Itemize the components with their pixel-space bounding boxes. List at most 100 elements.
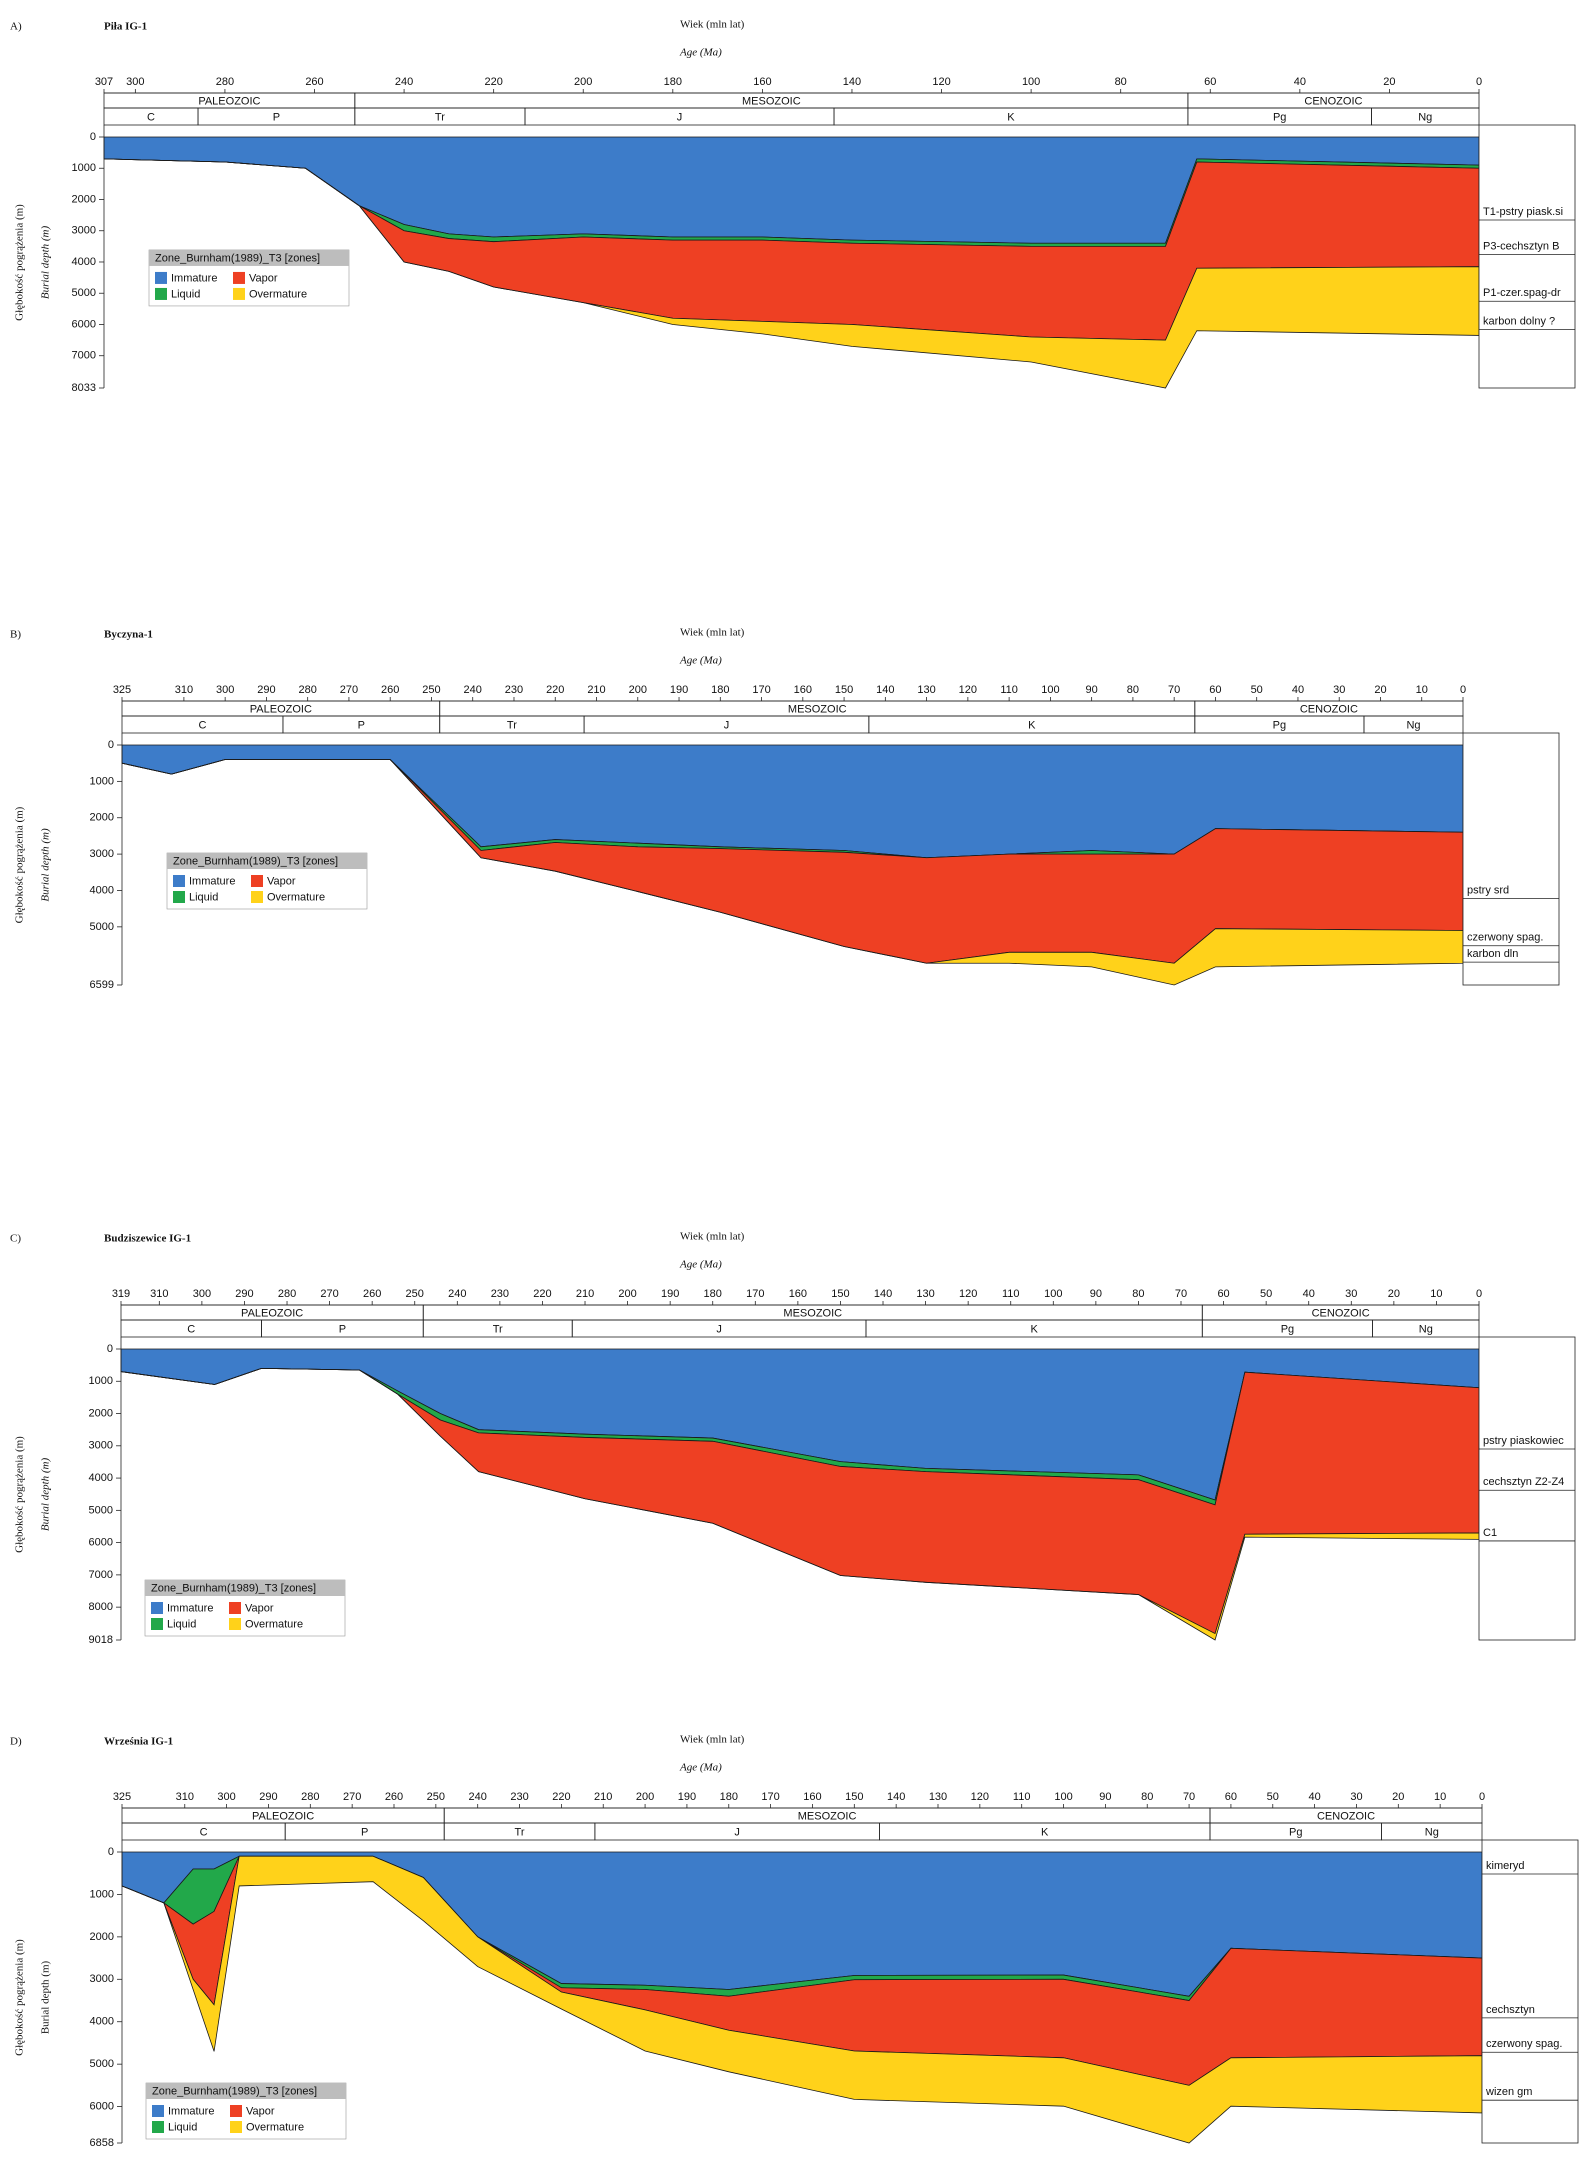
- x-tick-label: 190: [661, 1288, 679, 1300]
- x-axis-label-en: Age (Ma): [679, 1762, 722, 1774]
- legend-swatch: [233, 271, 245, 284]
- period-label: K: [1041, 1826, 1049, 1838]
- legend-swatch: [173, 891, 185, 903]
- formation-label: P3-cechsztyn B: [1483, 240, 1559, 252]
- formation-label: czerwony spag.: [1467, 932, 1543, 944]
- legend-swatch: [229, 1602, 241, 1614]
- burial-panel: D) Września IG-1 Wiek (mln lat) Age (Ma) Głę…: [10, 1734, 1579, 2149]
- chart-title: Byczyna-1: [104, 629, 153, 641]
- period-label: Tr: [493, 1323, 503, 1335]
- y-tick-label: 9018: [89, 1634, 113, 1646]
- legend-swatch: [229, 1618, 241, 1630]
- x-tick-label: 20: [1383, 76, 1395, 88]
- panel-label: D): [10, 1736, 22, 1748]
- era-label: PALEOZOIC: [241, 1307, 303, 1319]
- y-tick-label: 4000: [89, 1472, 113, 1484]
- period-label: P: [339, 1323, 346, 1335]
- x-tick-label: 130: [916, 1288, 934, 1300]
- y-tick-label: 2000: [90, 1931, 114, 1943]
- legend-label: Liquid: [171, 288, 200, 300]
- x-tick-label: 90: [1090, 1288, 1102, 1300]
- panel-label: B): [10, 629, 21, 641]
- y-tick-label: 0: [90, 131, 96, 143]
- x-tick-label: 170: [761, 1791, 779, 1803]
- period-label: P: [361, 1826, 368, 1838]
- x-tick-label: 280: [216, 76, 234, 88]
- legend-label: Liquid: [167, 1618, 196, 1630]
- x-tick-label: 270: [343, 1791, 361, 1803]
- period-label: Ng: [1418, 111, 1432, 123]
- x-tick-label: 80: [1115, 76, 1127, 88]
- period-label: J: [724, 719, 730, 731]
- legend-title-bar: [145, 1580, 345, 1596]
- formation-column: [1478, 1336, 1576, 1641]
- y-tick-label: 8033: [72, 382, 96, 394]
- era-label: PALEOZOIC: [250, 703, 312, 715]
- x-tick-label: 307: [95, 76, 113, 88]
- x-tick-label: 240: [395, 76, 413, 88]
- y-tick-label: 0: [108, 1846, 114, 1858]
- x-tick-label: 180: [711, 684, 729, 696]
- x-tick-label: 260: [305, 76, 323, 88]
- period-label: C: [200, 1826, 208, 1838]
- x-tick-label: 150: [831, 1288, 849, 1300]
- period-box: [1363, 715, 1464, 734]
- era-label: PALEOZOIC: [252, 1810, 314, 1822]
- period-label: J: [716, 1323, 722, 1335]
- x-tick-label: 270: [340, 684, 358, 696]
- era-label: CENOZOIC: [1317, 1810, 1375, 1822]
- panel-label: C): [10, 1233, 21, 1245]
- formation-column: [1462, 732, 1560, 986]
- y-tick-label: 4000: [72, 256, 96, 268]
- x-tick-label: 240: [469, 1791, 487, 1803]
- y-tick-label: 5000: [72, 287, 96, 299]
- x-tick-label: 300: [217, 1791, 235, 1803]
- legend-swatch: [173, 875, 185, 887]
- x-tick-label: 160: [789, 1288, 807, 1300]
- y-axis-label: Głębokość pogrążenia (m): [14, 1939, 26, 2056]
- x-tick-label: 200: [618, 1288, 636, 1300]
- legend-title: Zone_Burnham(1989)_T3 [zones]: [151, 1582, 316, 1594]
- x-tick-label: 240: [448, 1288, 466, 1300]
- formation-label: karbon dln: [1467, 948, 1518, 960]
- formation-label: P1-czer.spag-dr: [1483, 287, 1561, 299]
- x-tick-label: 0: [1479, 1791, 1485, 1803]
- x-tick-label: 200: [574, 76, 592, 88]
- x-tick-label: 60: [1204, 76, 1216, 88]
- x-tick-label: 110: [1002, 1288, 1020, 1300]
- period-label: C: [187, 1323, 195, 1335]
- x-tick-label: 140: [874, 1288, 892, 1300]
- y-tick-label: 3000: [72, 225, 96, 237]
- period-box: [1381, 1822, 1483, 1841]
- y-axis-label: Głębokość pogrążenia (m): [14, 1436, 26, 1553]
- x-tick-label: 230: [505, 684, 523, 696]
- legend-label: Immature: [171, 272, 217, 284]
- x-tick-label: 0: [1476, 76, 1482, 88]
- x-tick-label: 50: [1267, 1791, 1279, 1803]
- era-label: CENOZOIC: [1304, 95, 1362, 107]
- formation-label: kimeryd: [1486, 1860, 1525, 1872]
- x-tick-label: 325: [113, 684, 131, 696]
- burial-panel: C) Budziszewice IG-1 Wiek (mln lat) Age (Ma…: [10, 1231, 1576, 1646]
- formation-label: cechsztyn Z2-Z4: [1483, 1476, 1564, 1488]
- legend-swatch: [251, 891, 263, 903]
- legend-label: Vapor: [267, 875, 296, 887]
- x-tick-label: 310: [176, 1791, 194, 1803]
- x-tick-label: 60: [1209, 684, 1221, 696]
- x-tick-label: 290: [259, 1791, 277, 1803]
- x-tick-label: 120: [959, 1288, 977, 1300]
- formation-label: cechsztyn: [1486, 2004, 1535, 2016]
- chart-title: Budziszewice IG-1: [104, 1233, 191, 1245]
- y-tick-label: 1000: [90, 1888, 114, 1900]
- x-tick-label: 260: [385, 1791, 403, 1803]
- x-tick-label: 310: [150, 1288, 168, 1300]
- x-tick-label: 300: [193, 1288, 211, 1300]
- x-tick-label: 190: [670, 684, 688, 696]
- x-tick-label: 120: [932, 76, 950, 88]
- period-label: Pg: [1273, 111, 1286, 123]
- x-tick-label: 140: [887, 1791, 905, 1803]
- era-label: CENOZOIC: [1300, 703, 1358, 715]
- x-tick-label: 180: [704, 1288, 722, 1300]
- x-tick-label: 30: [1345, 1288, 1357, 1300]
- period-label: Ng: [1406, 719, 1420, 731]
